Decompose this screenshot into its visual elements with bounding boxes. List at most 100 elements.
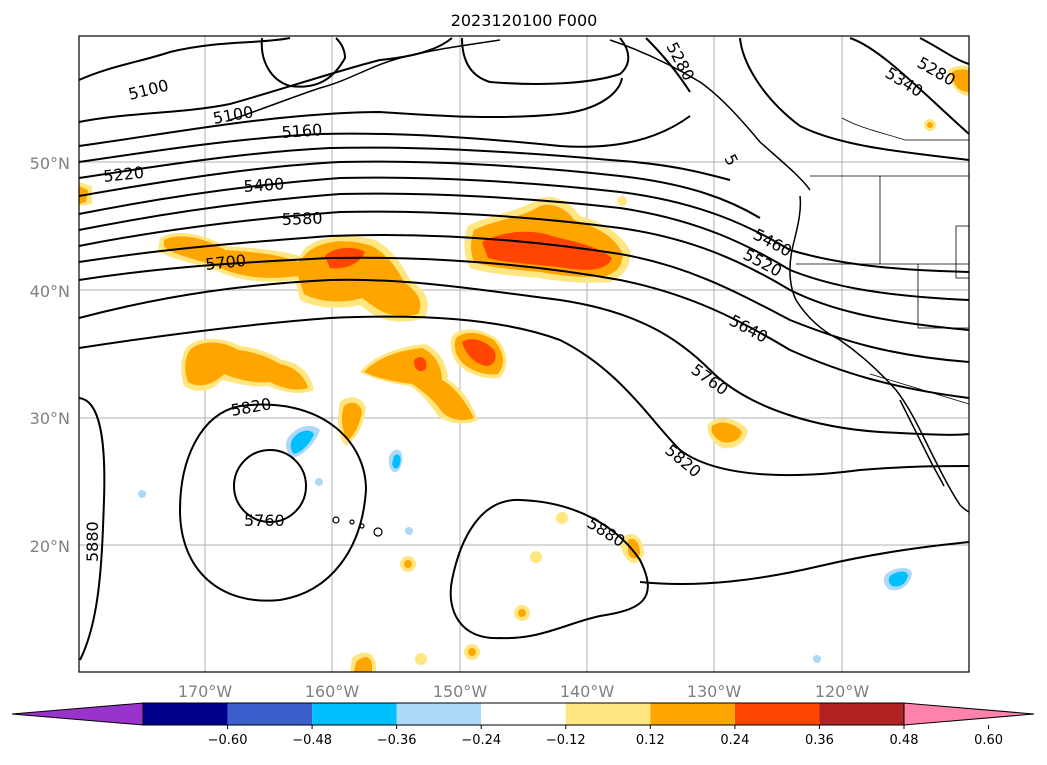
shaded-field xyxy=(79,65,969,672)
contour-line xyxy=(78,146,731,181)
island xyxy=(373,527,383,537)
lon-label: 160°W xyxy=(305,682,360,701)
contour-label: 5880 xyxy=(83,521,102,562)
contour-line xyxy=(645,37,691,93)
shade-blob-orange xyxy=(364,348,474,420)
hawaii-islands xyxy=(332,516,383,537)
border-line xyxy=(869,373,970,405)
shade-dot xyxy=(927,122,933,128)
shade-dot xyxy=(415,653,427,665)
colorbar-swatch xyxy=(481,703,566,725)
colorbar-outline xyxy=(142,702,905,726)
contour-line xyxy=(78,256,970,399)
shade-blob-blue xyxy=(392,454,401,469)
lat-label: 20°N xyxy=(30,537,70,556)
contour-label: 5700 xyxy=(204,251,246,274)
lon-label: 170°W xyxy=(178,682,233,701)
contour-line xyxy=(449,498,649,640)
island xyxy=(359,523,365,529)
contour-line xyxy=(78,176,970,273)
alaska-coast xyxy=(229,39,811,191)
baja-coast xyxy=(899,399,945,487)
coastlines xyxy=(229,39,970,513)
longitude-labels: 170°W 160°W 150°W 140°W 130°W 120°W xyxy=(178,682,870,701)
shade-dot-blue xyxy=(315,478,323,486)
colorbar-tick-label: 0.36 xyxy=(805,733,834,748)
contour-line xyxy=(178,403,368,602)
contour-label: 5160 xyxy=(281,120,323,142)
west-coast xyxy=(789,195,970,513)
contour-line xyxy=(78,160,761,219)
lat-label: 30°N xyxy=(30,409,70,428)
shade-blob-orange xyxy=(628,538,640,559)
shade-dot xyxy=(530,551,542,563)
shade-blob-blue xyxy=(888,571,908,587)
contour-line xyxy=(78,397,106,661)
contour-label: 5580 xyxy=(281,209,322,229)
border-line xyxy=(917,264,969,329)
map-panel xyxy=(78,35,970,673)
shade-blob-orange xyxy=(952,69,969,92)
lon-label: 150°W xyxy=(433,682,488,701)
shade-blob-red xyxy=(414,357,427,372)
colorbar-tick-label: −0.36 xyxy=(377,733,417,748)
colorbar-tick-label: −0.48 xyxy=(292,733,332,748)
contour-line xyxy=(78,115,691,163)
colorbar-tick-label: 0.60 xyxy=(974,733,1003,748)
contour-line xyxy=(739,37,970,161)
shade-blob-orange xyxy=(711,422,742,443)
contour-line xyxy=(260,37,347,88)
figure-title: 2023120100 F000 xyxy=(451,11,598,30)
contour-label: 5220 xyxy=(102,163,144,186)
colorbar-tick-label: 0.24 xyxy=(720,733,749,748)
colorbar-swatch xyxy=(227,703,313,725)
colorbar-swatch xyxy=(819,703,904,725)
shade-dot xyxy=(468,648,476,656)
contour-line xyxy=(461,37,630,85)
contour-line xyxy=(78,210,970,331)
colorbar-tick-label: 0.12 xyxy=(636,733,665,748)
map-frame xyxy=(78,35,970,673)
contour-line xyxy=(919,37,970,65)
shade-blob-orange xyxy=(341,402,362,440)
contour-line xyxy=(78,315,970,477)
contour-line xyxy=(78,192,970,301)
contour-line xyxy=(233,449,307,523)
colorbar-swatch xyxy=(143,703,228,725)
colorbar-extend-max xyxy=(903,702,1035,726)
contour-line xyxy=(78,77,623,147)
lon-label: 140°W xyxy=(560,682,615,701)
lon-label: 130°W xyxy=(687,682,742,701)
lon-label: 120°W xyxy=(815,682,870,701)
island xyxy=(349,519,355,525)
shade-dot xyxy=(518,609,526,617)
shade-dot xyxy=(556,512,568,524)
colorbar-tick-label: 0.48 xyxy=(890,733,919,748)
contour-label: 5760 xyxy=(244,511,285,530)
contour-label: 5400 xyxy=(243,174,285,196)
contour-labels: 5100 5100 5160 5220 5400 5580 5700 5460 … xyxy=(83,39,959,562)
border-line xyxy=(841,117,969,141)
contour-line xyxy=(78,278,970,436)
colorbar-swatch xyxy=(396,703,482,725)
shade-blob-red xyxy=(462,339,496,366)
shade-blob-orange xyxy=(185,342,308,390)
lat-label: 50°N xyxy=(30,154,70,173)
colorbar-swatch xyxy=(312,703,397,725)
shade-dot-blue xyxy=(813,655,821,663)
shade-blob-blue xyxy=(290,430,314,454)
island xyxy=(332,516,340,524)
colorbar: −0.60 −0.48 −0.36 −0.24 −0.12 0.12 0.24 0.36 0.4… xyxy=(11,702,1035,748)
colorbar-swatch xyxy=(565,703,651,725)
latitude-labels: 50°N 40°N 30°N 20°N xyxy=(30,154,70,556)
colorbar-swatch xyxy=(734,703,820,725)
colorbar-tick-label: −0.12 xyxy=(546,733,586,748)
shade-dot xyxy=(617,196,627,206)
contour-line xyxy=(78,233,970,363)
colorbar-tick-label: −0.24 xyxy=(461,733,501,748)
contour-line xyxy=(639,541,970,586)
shade-dot xyxy=(404,560,412,568)
colorbar-swatch xyxy=(650,703,735,725)
state-borders xyxy=(796,117,970,405)
